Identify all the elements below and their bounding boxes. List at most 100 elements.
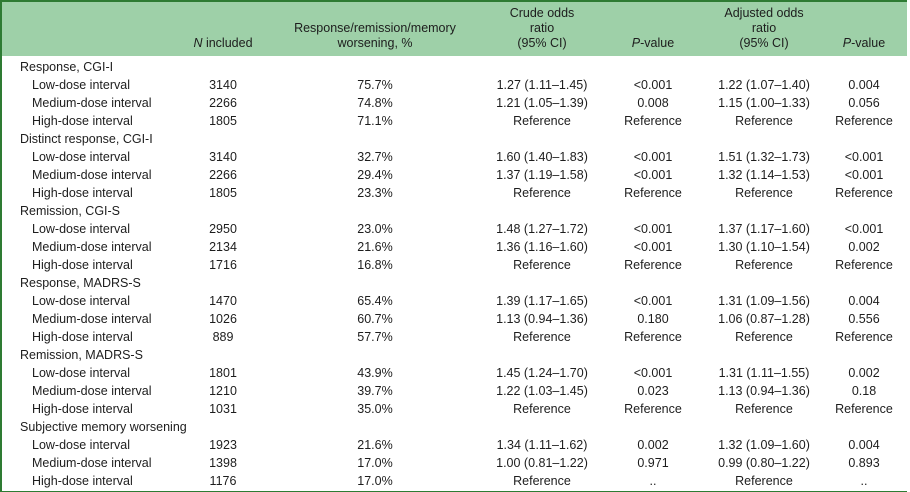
col-adjusted-or: Adjusted odds ratio (95% CI)	[707, 1, 821, 56]
cell-adjusted-p: 0.18	[851, 384, 877, 399]
table-row: Medium-dose interval 1210 39.7% 1.22 (1.03–…	[1, 383, 907, 401]
table-row: High-dose interval 1805 23.3% Reference Refe…	[1, 185, 907, 203]
cell-n-included: 1176	[209, 474, 237, 488]
cell-adjusted-or: 1.32 (1.14–1.53)	[718, 168, 810, 183]
cell-n-included: 2950	[209, 222, 237, 237]
cell-crude-p: <0.001	[633, 294, 673, 309]
cell-crude-or: Reference	[513, 186, 571, 201]
cell-adjusted-or: Reference	[735, 474, 793, 488]
cell-outcome-pct: 74.8%	[357, 96, 393, 111]
cell-n-included: 3140	[209, 150, 237, 165]
n-symbol: N	[193, 36, 203, 50]
cell-outcome-pct: 65.4%	[357, 294, 393, 309]
cell-adjusted-or: 1.13 (0.94–1.36)	[718, 384, 810, 399]
cell-adjusted-p: 0.002	[848, 366, 880, 381]
cell-crude-or: 1.37 (1.19–1.58)	[496, 168, 588, 183]
section-title: Response, MADRS-S	[20, 276, 141, 291]
cell-adjusted-p: 0.004	[848, 294, 880, 309]
row-label: Low-dose interval	[32, 438, 130, 453]
cell-outcome-pct: 57.7%	[357, 330, 393, 345]
cell-adjusted-or: 1.37 (1.17–1.60)	[718, 222, 810, 237]
row-label: High-dose interval	[32, 402, 133, 417]
table-row: Medium-dose interval 2266 29.4% 1.37 (1.19–…	[1, 167, 907, 185]
row-label: Low-dose interval	[32, 294, 130, 309]
cell-adjusted-or: Reference	[735, 330, 793, 345]
cell-adjusted-or: 1.06 (0.87–1.28)	[718, 312, 810, 327]
row-label: High-dose interval	[32, 330, 133, 345]
table-row: Medium-dose interval 2134 21.6% 1.36 (1.16–…	[1, 239, 907, 257]
p-symbol: P	[842, 36, 852, 50]
col-crude-p: P-value	[599, 1, 707, 56]
cell-adjusted-p: ..	[860, 474, 868, 488]
col-outcome-pct: Response/remission/memory worsening, %	[265, 1, 485, 56]
cell-outcome-pct: 17.0%	[357, 474, 393, 488]
row-label: Medium-dose interval	[32, 384, 152, 399]
col-crude-or: Crude odds ratio (95% CI)	[485, 1, 599, 56]
cell-crude-or: Reference	[513, 330, 571, 345]
row-label: High-dose interval	[32, 114, 133, 129]
row-label: Medium-dose interval	[32, 96, 152, 111]
cell-outcome-pct: 21.6%	[357, 438, 393, 453]
cell-crude-p: Reference	[624, 330, 682, 345]
table-row: Low-dose interval 1470 65.4% 1.39 (1.17–1.6…	[1, 293, 907, 311]
n-included-label: included	[202, 36, 253, 50]
cell-crude-or: 1.48 (1.27–1.72)	[496, 222, 588, 237]
cell-adjusted-or: Reference	[735, 258, 793, 273]
cell-n-included: 1923	[209, 438, 237, 453]
cell-outcome-pct: 32.7%	[357, 150, 393, 165]
cell-n-included: 3140	[209, 78, 237, 93]
cell-crude-p: 0.971	[637, 456, 669, 471]
row-label: High-dose interval	[32, 258, 133, 273]
cell-crude-p: 0.002	[637, 438, 669, 453]
section-row: Remission, CGI-S	[1, 203, 907, 221]
row-label: Medium-dose interval	[32, 456, 152, 471]
table-row: Low-dose interval 3140 75.7% 1.27 (1.11–1.4…	[1, 77, 907, 95]
cell-n-included: 1805	[209, 186, 237, 201]
cell-n-included: 1801	[209, 366, 237, 381]
table-row: High-dose interval 1716 16.8% Reference Refe…	[1, 257, 907, 275]
cell-outcome-pct: 39.7%	[357, 384, 393, 399]
cell-crude-or: 1.60 (1.40–1.83)	[496, 150, 588, 165]
cell-crude-or: Reference	[513, 114, 571, 129]
cell-adjusted-p: <0.001	[844, 222, 884, 237]
cell-adjusted-p: 0.002	[848, 240, 880, 255]
cell-adjusted-or: Reference	[735, 402, 793, 417]
col-label	[1, 1, 181, 56]
cell-crude-p: Reference	[624, 258, 682, 273]
cell-adjusted-or: 1.51 (1.32–1.73)	[718, 150, 810, 165]
cell-adjusted-or: Reference	[735, 186, 793, 201]
cell-adjusted-p: Reference	[835, 402, 893, 417]
row-label: Medium-dose interval	[32, 312, 152, 327]
cell-n-included: 2134	[209, 240, 237, 255]
cell-n-included: 889	[212, 330, 234, 345]
row-label: High-dose interval	[32, 186, 133, 201]
cell-crude-or: 1.27 (1.11–1.45)	[496, 78, 588, 93]
p-value-label: -value	[640, 36, 675, 50]
cell-adjusted-or: 1.31 (1.11–1.55)	[718, 366, 810, 381]
cell-n-included: 1031	[209, 402, 237, 417]
cell-adjusted-or: 1.15 (1.00–1.33)	[718, 96, 810, 111]
row-label: Low-dose interval	[32, 222, 130, 237]
cell-crude-p: Reference	[624, 186, 682, 201]
cell-crude-p: <0.001	[633, 366, 673, 381]
cell-adjusted-p: Reference	[835, 330, 893, 345]
cell-outcome-pct: 21.6%	[357, 240, 393, 255]
table-row: Medium-dose interval 1398 17.0% 1.00 (0.81–…	[1, 455, 907, 473]
cell-n-included: 1210	[209, 384, 237, 399]
cell-crude-or: 1.39 (1.17–1.65)	[496, 294, 588, 309]
cell-adjusted-p: 0.556	[848, 312, 880, 327]
section-row: Response, CGI-I	[1, 56, 907, 77]
cell-crude-p: 0.023	[637, 384, 669, 399]
section-title: Remission, MADRS-S	[20, 348, 143, 363]
cell-n-included: 1026	[209, 312, 237, 327]
cell-crude-or: 1.45 (1.24–1.70)	[496, 366, 588, 381]
table-row: High-dose interval 1805 71.1% Reference Refe…	[1, 113, 907, 131]
cell-adjusted-or: 0.99 (0.80–1.22)	[718, 456, 810, 471]
col-adjusted-p: P-value	[821, 1, 907, 56]
cell-n-included: 2266	[209, 168, 237, 183]
row-label: Low-dose interval	[32, 150, 130, 165]
section-title: Response, CGI-I	[20, 60, 114, 75]
row-label: Medium-dose interval	[32, 168, 152, 183]
cell-outcome-pct: 17.0%	[357, 456, 393, 471]
